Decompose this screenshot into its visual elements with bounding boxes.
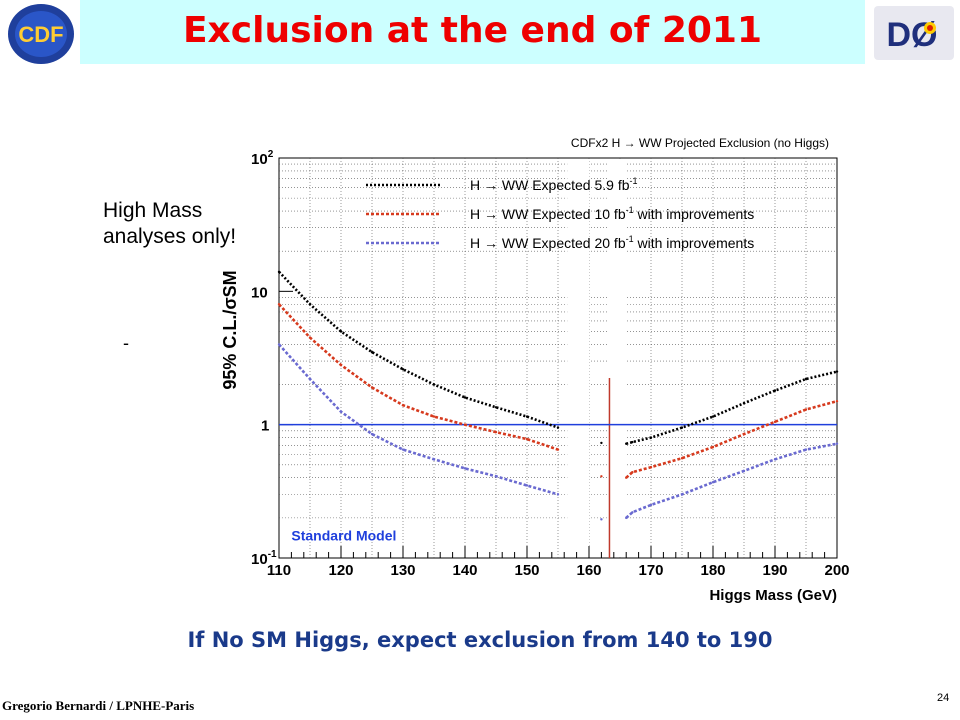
legend-label-blue: H → WW Expected 20 fb-1 with improvement…: [470, 234, 754, 251]
data-point-blue: [277, 343, 281, 346]
data-point-blue: [835, 442, 839, 445]
data-point-black: [835, 370, 839, 373]
data-point-red: [401, 403, 405, 407]
cdf-logo: CDF: [8, 4, 74, 64]
grid-lines: [279, 158, 837, 558]
data-point-blue: [649, 503, 653, 507]
data-point-red: [556, 448, 560, 451]
data-point-red: [680, 457, 684, 460]
title-banner: [80, 0, 865, 64]
data-point-red: [432, 415, 436, 418]
data-point-black: [432, 383, 436, 386]
data-point-red: [835, 399, 839, 403]
x-tick-label: 180: [700, 562, 725, 579]
x-tick-label: 120: [328, 562, 353, 579]
data-point-blue: [401, 448, 405, 451]
data-point-black: [525, 415, 529, 418]
data-point-black: [463, 396, 467, 399]
data-point-black: [711, 415, 715, 418]
x-tick-label: 110: [267, 562, 291, 579]
data-point-black: [600, 441, 603, 445]
conclusion-text: If No SM Higgs, expect exclusion from 14…: [187, 628, 773, 652]
x-tick-label: 160: [576, 562, 601, 579]
data-point-red: [804, 408, 808, 411]
plot-gap: [567, 159, 589, 557]
data-point-blue: [308, 377, 312, 381]
plot-gap: [607, 159, 627, 557]
high-mass-note-line2: analyses only!: [103, 225, 237, 248]
data-point-red: [600, 475, 603, 478]
x-tick-label: 190: [762, 562, 787, 579]
data-point-red: [277, 303, 281, 306]
data-point-blue: [773, 458, 777, 461]
x-tick-label: 130: [390, 562, 415, 579]
data-point-blue: [525, 484, 529, 487]
data-point-black: [339, 330, 343, 333]
data-point-black: [649, 436, 653, 439]
data-point-blue: [625, 516, 628, 520]
y-tick-label: 1: [261, 418, 269, 435]
stray-dash: -: [123, 333, 129, 353]
x-tick-label: 150: [514, 562, 539, 579]
data-point-blue: [680, 493, 684, 496]
data-point-blue: [804, 448, 808, 451]
data-point-red: [631, 471, 634, 474]
data-point-blue: [463, 467, 467, 470]
legend-label-black: H → WW Expected 5.9 fb-1: [470, 176, 638, 193]
data-point-red: [649, 465, 653, 469]
data-point-blue: [711, 481, 715, 484]
data-point-red: [308, 336, 312, 339]
data-point-black: [804, 377, 808, 381]
series-line-red: [278, 303, 838, 479]
data-point-black: [401, 368, 405, 371]
data-point-black: [556, 426, 560, 429]
author-footer: Gregorio Bernardi / LPNHE-Paris: [2, 698, 195, 713]
x-tick-label: 140: [452, 562, 477, 579]
data-point-blue: [339, 410, 343, 413]
high-mass-note-line1: High Mass: [103, 199, 203, 222]
x-axis-label: Higgs Mass (GeV): [709, 587, 837, 604]
data-point-blue: [432, 458, 436, 461]
data-point-black: [308, 303, 312, 306]
slide-title: Exclusion at the end of 2011: [182, 10, 763, 51]
data-point-black: [631, 440, 634, 444]
data-point-red: [525, 437, 529, 441]
data-point-black: [680, 426, 684, 429]
data-point-blue: [631, 511, 634, 514]
data-point-blue: [370, 432, 374, 436]
data-point-red: [370, 386, 374, 389]
sm-label: Standard Model: [291, 528, 396, 544]
data-point-blue: [600, 518, 603, 521]
data-point-red: [463, 423, 467, 426]
series-line-black: [278, 270, 838, 445]
y-tick-label: 102: [251, 149, 274, 168]
data-point-red: [742, 432, 746, 436]
data-point-blue: [556, 493, 560, 496]
d0-logo: DØ: [874, 6, 954, 60]
y-axis-label: 95% C.L./σSM: [220, 270, 240, 389]
data-point-black: [277, 270, 281, 274]
data-point-black: [773, 389, 777, 392]
data-point-blue: [742, 469, 746, 473]
chart-title: CDFx2 H → WW Projected Exclusion (no Hig…: [571, 136, 829, 150]
data-point-black: [494, 406, 498, 409]
data-point-black: [370, 350, 374, 354]
data-point-red: [494, 430, 498, 434]
x-tick-label: 170: [638, 562, 663, 579]
cdf-logo-text: CDF: [18, 22, 63, 47]
legend-label-red: H → WW Expected 10 fb-1 with improvement…: [470, 205, 754, 222]
high-mass-note: High Mass analyses only!: [103, 198, 236, 250]
data-point-black: [742, 401, 746, 405]
data-point-red: [339, 363, 343, 367]
data-point-black: [625, 442, 628, 445]
x-tick-label: 200: [824, 562, 849, 579]
y-tick-label: 10: [251, 284, 268, 301]
data-point-red: [711, 445, 715, 449]
data-point-red: [625, 476, 628, 479]
data-point-blue: [494, 475, 498, 478]
series-line-blue: [278, 343, 838, 519]
page-number: 24: [937, 692, 950, 704]
data-point-red: [773, 420, 777, 424]
